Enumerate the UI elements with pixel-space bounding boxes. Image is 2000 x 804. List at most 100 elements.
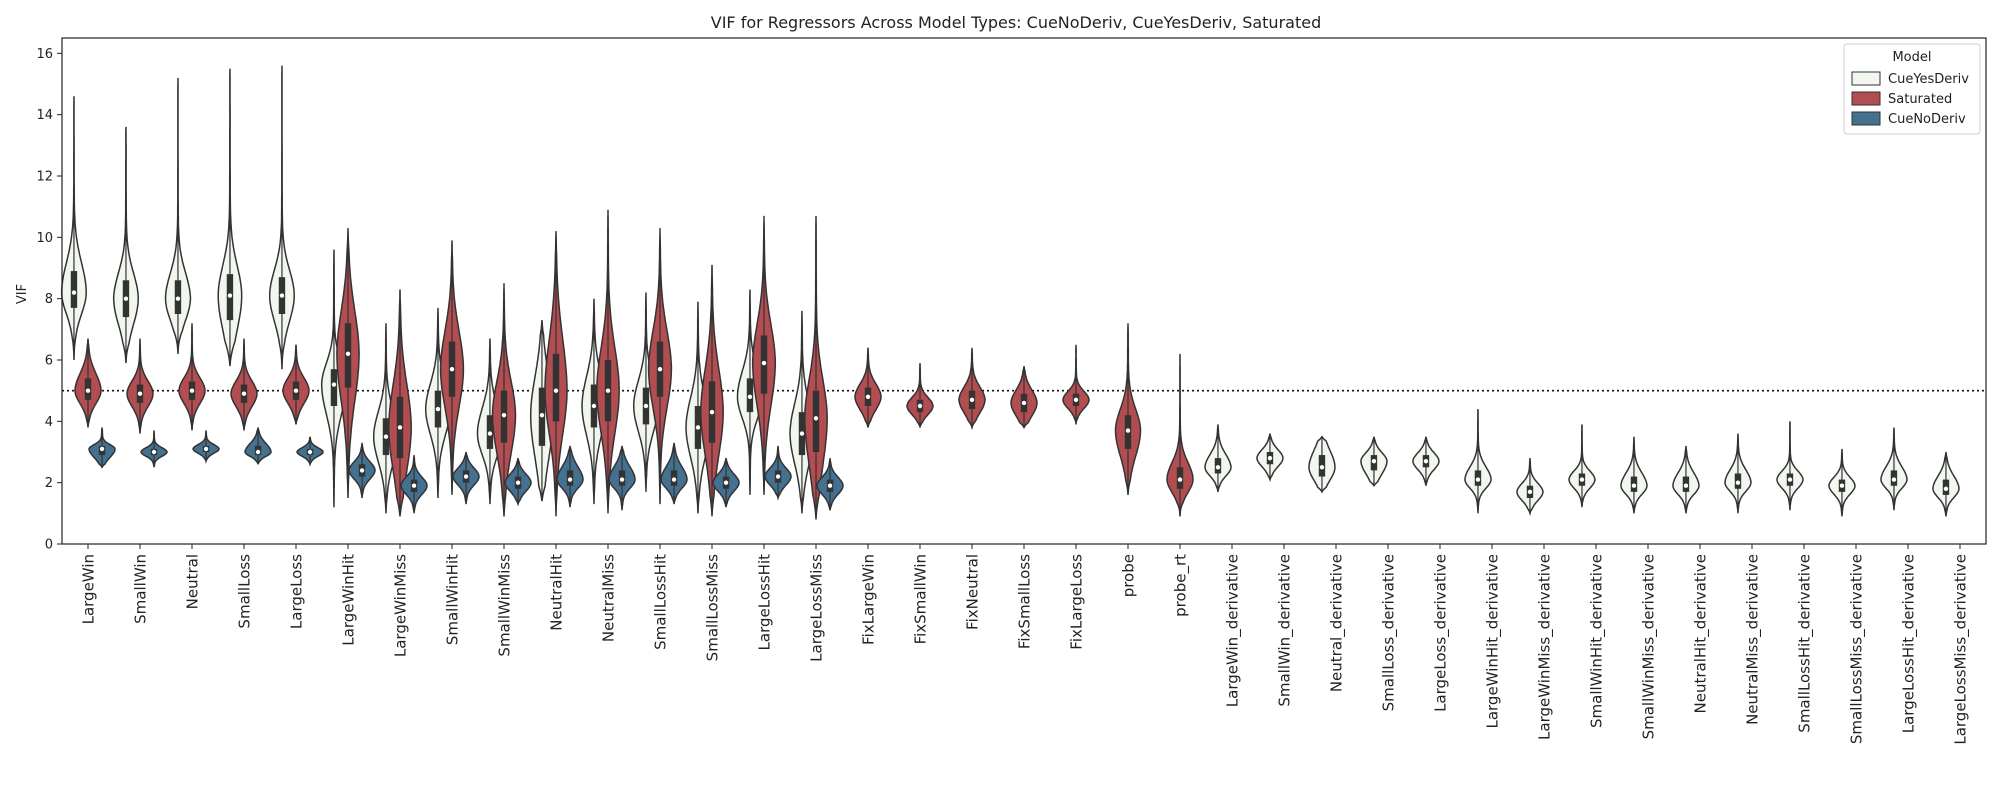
violin-median	[1021, 400, 1027, 406]
violin-SmallWinMiss_derivative-CueYesDeriv	[1620, 436, 1648, 514]
violin-FixSmallLoss-Saturated	[1010, 366, 1038, 430]
x-tick-label: SmallLossHit	[652, 554, 670, 650]
x-tick-label: LargeWinHit_derivative	[1484, 554, 1503, 729]
violin-median	[383, 434, 389, 439]
violin-median	[813, 416, 819, 421]
violin-LargeLossMiss-Saturated	[804, 215, 828, 520]
y-tick-label: 2	[45, 476, 53, 491]
violin-LargeWin-CueNoDeriv	[88, 427, 116, 469]
violin-median	[397, 425, 403, 430]
x-tick-label: SmallWin	[132, 554, 150, 624]
violin-probe-Saturated	[1114, 323, 1142, 495]
violin-SmallLoss-CueYesDeriv	[217, 68, 243, 367]
legend-title: Model	[1892, 50, 1931, 65]
x-tick-label: NeutralMiss	[600, 554, 618, 642]
x-tick-label: LargeWinMiss	[392, 554, 410, 657]
violin-median	[1527, 489, 1533, 495]
violin-median	[709, 409, 715, 415]
violin-median	[1631, 483, 1637, 488]
violin-SmallLossMiss_derivative-CueYesDeriv	[1828, 448, 1856, 517]
violin-LargeLoss_derivative-CueYesDeriv	[1412, 436, 1440, 486]
violin-NeutralHit_derivative-CueYesDeriv	[1672, 445, 1700, 514]
violin-median	[619, 477, 625, 482]
y-axis-label: VIF	[15, 284, 30, 304]
violin-FixLargeLoss-Saturated	[1062, 344, 1090, 425]
x-tick-label: LargeLossMiss_derivative	[1952, 554, 1971, 745]
violin-median	[1683, 483, 1689, 488]
violin-median	[761, 360, 767, 366]
legend-label-CueNoDeriv: CueNoDeriv	[1888, 112, 1966, 127]
y-tick-label: 0	[45, 538, 53, 553]
violin-FixNeutral-Saturated	[958, 347, 986, 431]
violin-median	[189, 388, 195, 393]
violin-median	[1475, 477, 1481, 482]
x-tick-label: FixLargeWin	[860, 554, 878, 645]
x-tick-label: FixSmallLoss	[1016, 554, 1034, 649]
violin-median	[175, 296, 181, 301]
violin-median	[917, 403, 923, 409]
violin-iqr-box	[330, 369, 338, 406]
axis-layer: 0 2 4 6 8 10 12 14 16 LargeWin SmallWin Neutral Smal…	[36, 37, 1987, 745]
violin-median	[827, 483, 833, 488]
x-tick-label: FixNeutral	[964, 554, 982, 630]
violin-SmallWin_derivative-CueYesDeriv	[1256, 433, 1284, 483]
violin-LargeLossMiss-CueNoDeriv	[816, 458, 844, 511]
violin-median	[1319, 465, 1325, 470]
x-tick-label: probe_rt	[1172, 554, 1191, 617]
x-tick-label: SmallLoss	[236, 554, 254, 629]
legend: Model CueYesDeriv Saturated CueNoDeriv	[1843, 43, 1981, 135]
violin-LargeWin-CueYesDeriv	[60, 96, 87, 361]
violin-LargeLoss-Saturated	[282, 344, 310, 425]
legend-swatch-CueYesDeriv	[1851, 71, 1881, 86]
violin-FixLargeWin-Saturated	[854, 347, 882, 428]
x-tick-label: SmallLossHit_derivative	[1796, 554, 1815, 733]
x-tick-label: LargeLossHit_derivative	[1900, 554, 1919, 733]
violin-SmallLossMiss-Saturated	[700, 264, 724, 517]
violin-median	[1423, 459, 1429, 464]
violin-median	[567, 477, 573, 482]
y-tick-label: 12	[36, 170, 53, 185]
x-tick-label: SmallWinMiss	[496, 554, 514, 657]
x-tick-label: SmallLoss_derivative	[1380, 554, 1399, 711]
violin-median	[591, 403, 597, 409]
x-tick-label: LargeWinMiss_derivative	[1536, 554, 1555, 740]
series-CueYesDeriv	[60, 65, 1960, 517]
x-tick-label: SmallWin_derivative	[1276, 554, 1295, 707]
violin-median	[203, 446, 209, 452]
violin-LargeWinMiss_derivative-CueYesDeriv	[1516, 458, 1544, 517]
violin-SmallWinMiss-Saturated	[491, 283, 517, 517]
violin-median	[657, 367, 663, 372]
y-tick-label: 6	[45, 354, 53, 369]
violin-median	[695, 425, 701, 430]
legend-swatch-CueNoDeriv	[1851, 111, 1881, 126]
legend-swatch-Saturated	[1851, 91, 1881, 106]
x-tick-label: SmallLossMiss_derivative	[1848, 554, 1867, 744]
y-tick-label: 14	[36, 108, 53, 123]
violin-median	[1891, 477, 1897, 482]
violin-LargeLossHit-CueNoDeriv	[764, 445, 792, 501]
violin-probe_rt-Saturated	[1166, 353, 1194, 517]
violin-median	[411, 483, 417, 488]
violin-median	[99, 446, 105, 452]
x-tick-label: NeutralHit_derivative	[1692, 554, 1711, 714]
y-tick-label: 4	[45, 415, 53, 430]
violin-median	[487, 431, 493, 436]
violin-SmallWin-Saturated	[126, 338, 154, 434]
violin-median	[1839, 483, 1845, 488]
legend-label-Saturated: Saturated	[1888, 92, 1952, 107]
violin-SmallLoss_derivative-CueYesDeriv	[1360, 436, 1388, 488]
x-tick-label: SmallLossMiss	[704, 554, 722, 661]
x-tick-label: Neutral_derivative	[1328, 554, 1347, 692]
violin-Neutral-Saturated	[178, 323, 206, 431]
x-tick-label: LargeLossMiss	[808, 554, 826, 662]
violin-LargeLossHit-CueYesDeriv	[736, 289, 764, 495]
violin-LargeWinHit-CueYesDeriv	[320, 249, 347, 508]
violin-LargeLossMiss_derivative-CueYesDeriv	[1932, 451, 1960, 517]
violin-median	[539, 413, 545, 418]
violin-median	[359, 468, 365, 473]
violin-median	[449, 367, 455, 372]
violin-LargeLoss-CueNoDeriv	[296, 436, 324, 467]
violin-SmallWinHit-CueYesDeriv	[424, 307, 451, 499]
x-tick-label: SmallWinMiss_derivative	[1640, 554, 1659, 739]
